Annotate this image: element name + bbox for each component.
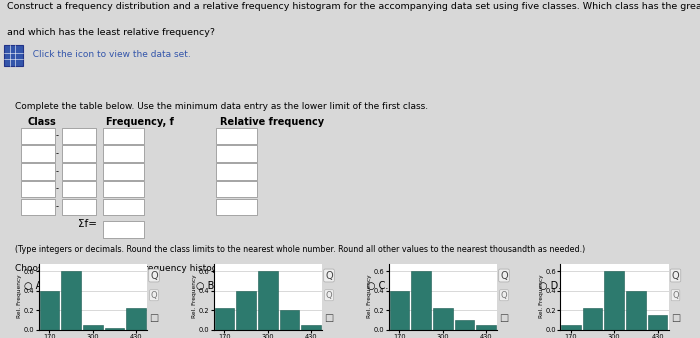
Text: Relative frequency: Relative frequency bbox=[220, 117, 324, 127]
Bar bbox=[412, 271, 430, 330]
Text: ○ A.: ○ A. bbox=[24, 281, 46, 291]
Text: Σf=: Σf= bbox=[78, 219, 97, 229]
Y-axis label: Rel. Frequency: Rel. Frequency bbox=[539, 275, 544, 318]
Bar bbox=[302, 325, 321, 330]
Bar bbox=[21, 145, 55, 162]
Bar bbox=[216, 163, 258, 180]
Bar bbox=[21, 199, 55, 215]
Text: -: - bbox=[55, 149, 59, 158]
Bar bbox=[455, 320, 474, 330]
Text: Q: Q bbox=[672, 270, 679, 281]
Text: Frequency, f: Frequency, f bbox=[106, 117, 174, 127]
Bar bbox=[103, 163, 144, 180]
Bar bbox=[127, 308, 146, 330]
Bar bbox=[21, 163, 55, 180]
Bar bbox=[83, 325, 102, 330]
Bar bbox=[62, 271, 80, 330]
Bar bbox=[216, 128, 258, 144]
Text: and which has the least relative frequency?: and which has the least relative frequen… bbox=[7, 28, 215, 38]
Bar bbox=[605, 271, 624, 330]
Text: □: □ bbox=[149, 313, 159, 323]
FancyBboxPatch shape bbox=[4, 45, 23, 66]
Text: Q: Q bbox=[150, 270, 158, 281]
Bar bbox=[626, 291, 645, 330]
Bar bbox=[583, 308, 602, 330]
Text: Choose the correct relative frequency histogram below.: Choose the correct relative frequency hi… bbox=[15, 264, 267, 273]
Y-axis label: Rel. Frequency: Rel. Frequency bbox=[193, 275, 197, 318]
Text: □: □ bbox=[324, 313, 334, 323]
Text: -: - bbox=[55, 131, 59, 140]
Bar bbox=[21, 181, 55, 197]
Bar bbox=[103, 145, 144, 162]
Bar bbox=[40, 291, 59, 330]
Bar bbox=[561, 325, 580, 330]
Bar bbox=[62, 163, 96, 180]
Bar bbox=[105, 328, 124, 330]
Text: □: □ bbox=[499, 313, 509, 323]
Bar bbox=[62, 128, 96, 144]
Text: Q: Q bbox=[326, 291, 332, 300]
Text: Complete the table below. Use the minimum data entry as the lower limit of the f: Complete the table below. Use the minimu… bbox=[15, 102, 428, 111]
Text: Q: Q bbox=[500, 291, 508, 300]
Bar bbox=[215, 308, 234, 330]
Bar bbox=[477, 325, 496, 330]
Bar bbox=[62, 199, 96, 215]
Text: Class: Class bbox=[27, 117, 56, 127]
Bar bbox=[21, 128, 55, 144]
Bar bbox=[216, 199, 258, 215]
Bar bbox=[62, 181, 96, 197]
Text: Click the icon to view the data set.: Click the icon to view the data set. bbox=[27, 50, 190, 59]
Text: (Type integers or decimals. Round the class limits to the nearest whole number. : (Type integers or decimals. Round the cl… bbox=[15, 245, 585, 254]
Text: ○ B.: ○ B. bbox=[196, 281, 217, 291]
Bar bbox=[216, 181, 258, 197]
Bar bbox=[390, 291, 409, 330]
Text: -: - bbox=[55, 167, 59, 176]
Bar bbox=[258, 271, 277, 330]
Text: Q: Q bbox=[150, 291, 158, 300]
Text: Q: Q bbox=[326, 270, 332, 281]
Bar bbox=[648, 315, 667, 330]
Bar bbox=[237, 291, 256, 330]
Bar bbox=[103, 128, 144, 144]
Bar bbox=[433, 308, 452, 330]
Text: -: - bbox=[55, 185, 59, 194]
Y-axis label: Rel. Frequency: Rel. Frequency bbox=[368, 275, 372, 318]
Text: Construct a frequency distribution and a relative frequency histogram for the ac: Construct a frequency distribution and a… bbox=[7, 2, 700, 11]
Text: Q: Q bbox=[672, 291, 679, 300]
Bar bbox=[103, 221, 144, 238]
Text: ○ C.: ○ C. bbox=[368, 281, 388, 291]
Bar bbox=[62, 145, 96, 162]
Text: ○ D.: ○ D. bbox=[539, 281, 561, 291]
Text: -: - bbox=[55, 202, 59, 211]
Bar bbox=[103, 181, 144, 197]
Bar bbox=[280, 310, 299, 330]
Y-axis label: Rel. Frequency: Rel. Frequency bbox=[18, 275, 22, 318]
Text: □: □ bbox=[671, 313, 680, 323]
Bar bbox=[216, 145, 258, 162]
Text: Q: Q bbox=[500, 270, 508, 281]
Bar bbox=[103, 199, 144, 215]
